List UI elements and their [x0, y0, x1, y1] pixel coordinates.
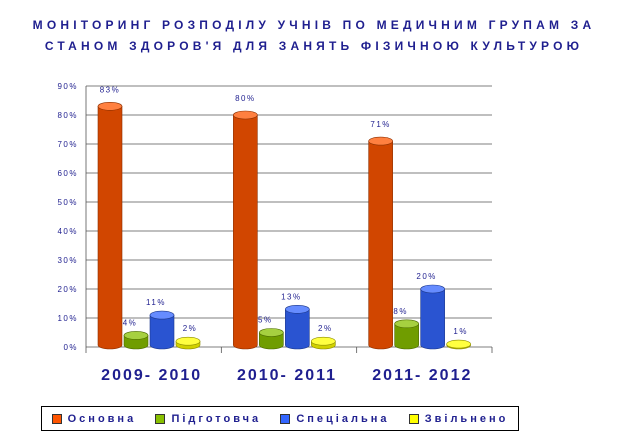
data-label: 2%: [183, 324, 198, 333]
legend-swatch-series-0: [51, 413, 62, 424]
y-tick-label: 30%: [57, 256, 78, 265]
bar-top: [97, 102, 123, 111]
bar-top: [175, 336, 201, 346]
chart-title-line-2: СТАНОМ ЗДОРОВ'Я ДЛЯ ЗАНЯТЬ ФІЗИЧНОЮ КУЛЬ…: [44, 39, 584, 53]
data-label: 80%: [235, 94, 256, 103]
legend-item-series-3: Звільнено: [408, 412, 509, 425]
data-label: 11%: [146, 298, 166, 307]
data-label: 83%: [100, 85, 121, 94]
bar-top: [368, 136, 393, 146]
y-tick-label: 20%: [57, 285, 78, 294]
data-label: 8%: [393, 307, 408, 316]
legend: Основна Підготовча Спеціальна Звільнено: [41, 406, 519, 431]
bar-top: [311, 336, 336, 346]
legend-swatch-series-1: [155, 413, 166, 424]
y-tick-label: 80%: [57, 111, 78, 120]
bar: [394, 323, 419, 350]
data-label: 2%: [318, 324, 333, 333]
bar-top: [259, 328, 284, 337]
bar-top: [149, 310, 175, 320]
plot-area: 0% 10% 20% 30% 40% 50% 60% 70% 80% 90% 83% 4% 11% 2% 2…: [57, 82, 493, 384]
bar-top: [394, 319, 419, 329]
legend-item-series-2: Спеціальна: [280, 413, 389, 425]
legend-label-series-3: Звільнено: [424, 412, 509, 425]
y-tick-label: 60%: [57, 169, 78, 178]
bar: [97, 106, 123, 350]
bar: [149, 314, 175, 350]
data-label: 5%: [258, 316, 273, 325]
legend-item-series-0: Основна: [51, 412, 137, 425]
bar-top: [285, 304, 310, 314]
y-tick-label: 70%: [57, 140, 78, 149]
y-tick-label: 10%: [57, 314, 78, 323]
legend-item-series-1: Підготовча: [155, 413, 261, 425]
bar: [420, 288, 445, 350]
legend-swatch-series-3: [408, 413, 419, 424]
category-label: 2009- 2010: [101, 367, 202, 384]
y-tick-label: 0%: [63, 343, 78, 352]
y-tick-label: 50%: [57, 198, 78, 207]
legend-label-series-2: Спеціальна: [296, 412, 390, 425]
legend-label-series-1: Підготовча: [171, 412, 262, 425]
bar: [259, 332, 284, 350]
bar-top: [446, 339, 471, 349]
bar: [233, 114, 258, 350]
data-label: 20%: [416, 272, 437, 281]
bar-top: [233, 110, 258, 120]
chart-title-line-1: МОНІТОРИНГ РОЗПОДІЛУ УЧНІВ ПО МЕДИЧНИМ Г…: [32, 18, 596, 32]
bar-top: [123, 331, 149, 340]
data-label: 1%: [453, 327, 468, 336]
y-tick-label: 40%: [57, 227, 78, 236]
y-tick-label: 90%: [57, 82, 78, 91]
category-label: 2011- 2012: [372, 367, 472, 384]
bar: [368, 140, 393, 350]
data-label: 71%: [370, 120, 391, 129]
data-label: 13%: [281, 292, 302, 301]
bar: [285, 309, 310, 350]
bar-top: [420, 284, 445, 294]
legend-swatch-series-2: [280, 413, 291, 424]
data-label: 4%: [123, 318, 138, 327]
category-label: 2010- 2011: [237, 367, 337, 384]
legend-label-series-0: Основна: [67, 412, 137, 425]
